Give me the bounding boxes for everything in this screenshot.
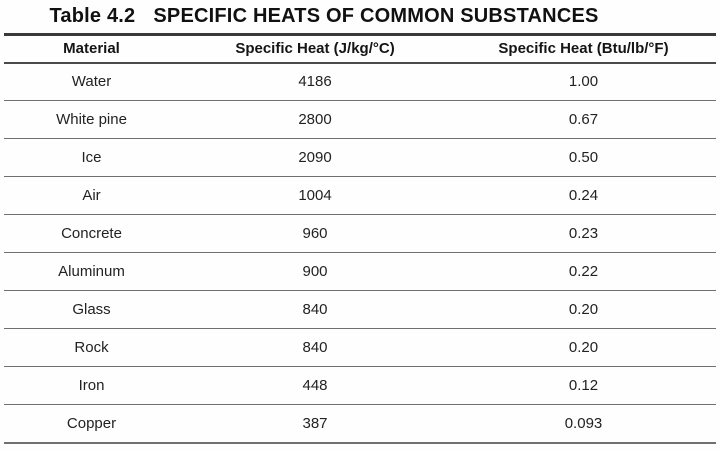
table-heading: SPECIFIC HEATS OF COMMON SUBSTANCES bbox=[153, 5, 599, 27]
column-header-specific-heat-jkg: Specific Heat (J/kg/°C) bbox=[235, 40, 395, 58]
specific-heat-btu-cell: 0.50 bbox=[568, 149, 599, 166]
specific-heat-jkg-cell: 2090 bbox=[298, 149, 332, 166]
specific-heat-jkg-cell: 1004 bbox=[298, 187, 332, 204]
specific-heat-jkg-cell: 4186 bbox=[298, 73, 332, 91]
specific-heat-btu-cell: 0.093 bbox=[564, 414, 603, 432]
material-cell: Concrete bbox=[61, 225, 122, 242]
column-header-material: Material bbox=[63, 40, 120, 58]
specific-heat-jkg-cell: 960 bbox=[302, 225, 328, 242]
material-cell: Air bbox=[82, 187, 101, 204]
specific-heat-jkg-cell: 448 bbox=[302, 377, 328, 394]
specific-heat-btu-cell: 0.20 bbox=[568, 301, 599, 318]
material-cell: Water bbox=[71, 73, 112, 91]
specific-heat-jkg-cell: 387 bbox=[302, 414, 328, 432]
table-number: Table 4.2 bbox=[49, 5, 136, 27]
table-row: Concrete 960 0.23 bbox=[4, 215, 716, 253]
material-cell: Iron bbox=[78, 377, 105, 394]
material-cell: White pine bbox=[56, 111, 127, 128]
material-cell: Copper bbox=[66, 414, 117, 432]
specific-heat-jkg-cell: 840 bbox=[302, 339, 328, 356]
specific-heat-btu-cell: 0.12 bbox=[568, 377, 599, 394]
specific-heats-figure: Table 4.2 SPECIFIC HEATS OF COMMON SUBST… bbox=[4, 0, 716, 444]
specific-heats-table: Material Specific Heat (J/kg/°C) Specifi… bbox=[4, 33, 716, 444]
table-row: Iron 448 0.12 bbox=[4, 367, 716, 405]
material-cell: Aluminum bbox=[58, 263, 125, 280]
material-cell: Rock bbox=[74, 339, 109, 356]
table-row: Air 1004 0.24 bbox=[4, 177, 716, 215]
specific-heat-jkg-cell: 900 bbox=[302, 263, 328, 280]
table-row: Copper 387 0.093 bbox=[4, 405, 716, 443]
specific-heat-jkg-cell: 2800 bbox=[298, 111, 332, 128]
specific-heat-btu-cell: 0.24 bbox=[568, 187, 599, 204]
material-cell: Glass bbox=[72, 301, 111, 318]
table-title: Table 4.2 SPECIFIC HEATS OF COMMON SUBST… bbox=[4, 0, 716, 33]
specific-heat-btu-cell: 0.20 bbox=[568, 339, 599, 356]
specific-heat-jkg-cell: 840 bbox=[302, 301, 328, 318]
specific-heat-btu-cell: 0.67 bbox=[568, 111, 599, 128]
table-row: Water 4186 1.00 bbox=[4, 63, 716, 101]
material-cell: Ice bbox=[81, 149, 102, 166]
specific-heat-btu-cell: 0.22 bbox=[568, 263, 599, 280]
specific-heat-btu-cell: 1.00 bbox=[568, 73, 599, 91]
header-row: Material Specific Heat (J/kg/°C) Specifi… bbox=[4, 34, 716, 63]
column-header-specific-heat-btu: Specific Heat (Btu/lb/°F) bbox=[498, 40, 669, 58]
table-row: Rock 840 0.20 bbox=[4, 329, 716, 367]
table-row: Aluminum 900 0.22 bbox=[4, 253, 716, 291]
table-row: Glass 840 0.20 bbox=[4, 291, 716, 329]
specific-heat-btu-cell: 0.23 bbox=[568, 225, 599, 242]
table-row: White pine 2800 0.67 bbox=[4, 101, 716, 139]
table-row: Ice 2090 0.50 bbox=[4, 139, 716, 177]
